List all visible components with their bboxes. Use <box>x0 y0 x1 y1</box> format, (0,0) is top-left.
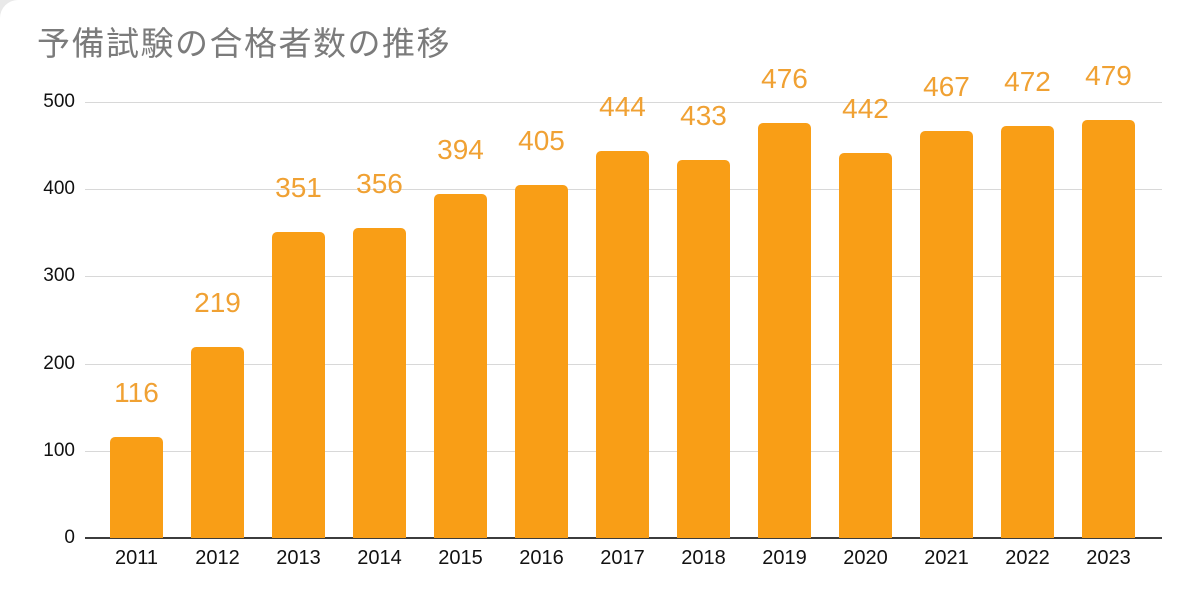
x-tick-label: 2017 <box>600 547 645 569</box>
bar-value-label: 219 <box>194 287 241 318</box>
bar-2022 <box>1001 126 1054 538</box>
y-tick-label: 500 <box>43 91 75 112</box>
x-tick-label: 2011 <box>114 547 158 569</box>
bar-value-label: 467 <box>923 71 970 102</box>
bar-2012 <box>191 347 244 538</box>
bar-value-label: 433 <box>680 100 727 131</box>
x-tick-label: 2022 <box>1005 547 1050 569</box>
bar-2017 <box>596 151 649 538</box>
bar-2019 <box>758 123 811 538</box>
y-tick-label: 200 <box>43 352 75 374</box>
x-tick-label: 2018 <box>681 547 726 569</box>
bar-2018 <box>677 160 730 538</box>
bar-value-label: 356 <box>356 168 403 199</box>
bar-2020 <box>839 153 892 538</box>
y-tick-label: 0 <box>64 527 75 548</box>
bar-value-label: 351 <box>275 172 322 203</box>
bar-2021 <box>920 131 973 538</box>
x-tick-label: 2016 <box>519 547 564 569</box>
bar-2011 <box>110 437 163 538</box>
bar-value-label: 444 <box>599 91 646 122</box>
bar-value-label: 116 <box>114 377 159 408</box>
x-tick-label: 2012 <box>195 547 240 569</box>
gridline <box>85 102 1162 103</box>
chart-title: 予備試験の合格者数の推移 <box>37 25 451 62</box>
x-tick-label: 2014 <box>357 547 402 569</box>
bar-2015 <box>434 194 487 538</box>
x-tick-label: 2020 <box>843 547 888 569</box>
x-tick-label: 2023 <box>1086 547 1131 569</box>
bar-value-label: 405 <box>518 125 565 156</box>
y-tick-label: 400 <box>43 178 75 200</box>
x-axis-baseline <box>85 537 1162 539</box>
bar-2023 <box>1082 120 1135 538</box>
x-tick-label: 2013 <box>276 547 321 569</box>
x-tick-label: 2015 <box>438 547 483 569</box>
bar-2013 <box>272 232 325 538</box>
bar-2014 <box>353 228 406 538</box>
y-tick-label: 300 <box>43 265 75 287</box>
bar-value-label: 394 <box>437 134 484 165</box>
bar-2016 <box>515 185 568 538</box>
bar-value-label: 476 <box>761 63 808 94</box>
y-tick-label: 100 <box>43 439 75 461</box>
bar-value-label: 479 <box>1085 60 1132 91</box>
x-tick-label: 2019 <box>762 547 807 569</box>
x-tick-label: 2021 <box>924 547 969 569</box>
bar-value-label: 442 <box>842 93 889 124</box>
bar-value-label: 472 <box>1004 66 1051 97</box>
